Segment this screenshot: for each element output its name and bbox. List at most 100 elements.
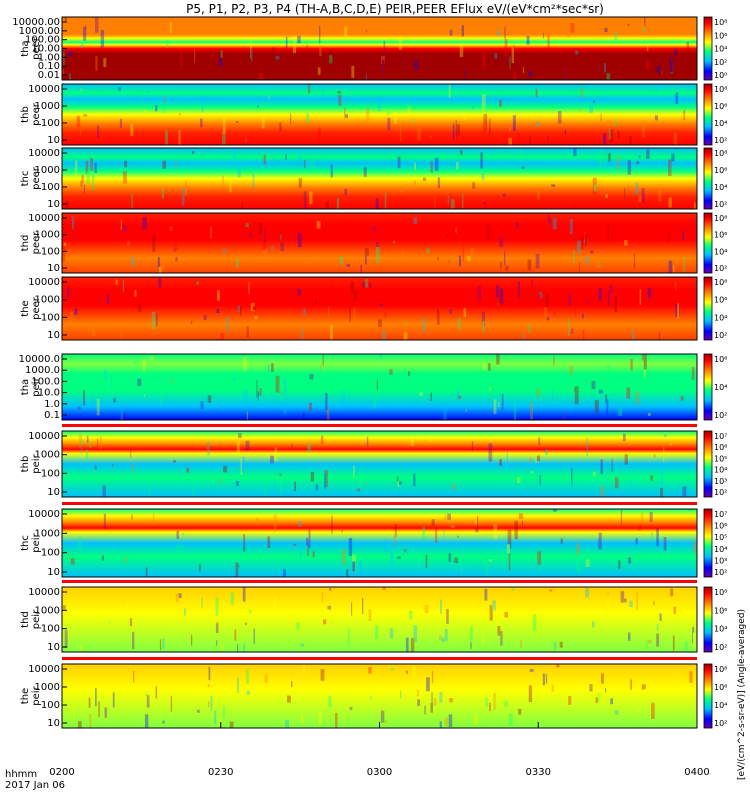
y-label-probe: thc [20,171,31,187]
colorbar-tick-label: 10⁵ [714,533,727,542]
colorbar-tick-label: 10⁴ [714,701,727,710]
panel-frame [61,147,698,210]
colorbar [703,147,713,210]
x-tick-label: 0200 [49,767,74,778]
colorbar-tick-label: 10⁶ [714,443,727,452]
y-tick-label: 100 [41,700,60,711]
colorbar-tick-label: 10⁶ [714,31,727,40]
colorbar-tick-label: 10² [714,643,727,652]
colorbar-tick-label: 10² [714,200,727,209]
date-label: 2017 Jan 06 [5,780,65,791]
panel-the-peir: 10000 1000 100 10 the peir 10⁸ 10⁶ 10⁴ 10² [20,657,727,729]
y-tick-label: 10 [47,135,60,146]
spectrogram-texture [79,433,687,497]
colorbar-units-label: [eV/(cm^2-s-sr-eV)] (Angle-averaged) [737,609,747,780]
spectrogram-image [62,148,697,209]
y-tick-label: 1000 [35,528,60,539]
fill-stripe [62,424,697,427]
y-tick-label: 10 [47,263,60,274]
y-tick-label: 1.00 [38,52,60,63]
spectrogram-texture [73,664,693,728]
x-axis: 0200 0230 0300 0330 0400 [49,722,710,778]
y-label-probe: thb [20,106,31,123]
colorbar-tick-label: 10⁶ [714,231,727,240]
panel-frame [61,212,698,274]
spectrogram-texture [65,148,696,209]
y-tick-label: 10 [47,487,60,498]
spectrogram-texture [62,214,686,273]
colorbar-tick-label: 10⁴ [714,45,727,54]
y-tick-label: 100 [41,182,60,193]
colorbar [703,212,713,274]
y-tick-label: 1000 [35,101,60,112]
y-tick-label: 10.00 [31,44,60,55]
colorbar [703,16,713,81]
panel-frame [61,430,698,498]
y-tick-label: 100.0 [31,376,60,387]
colorbar-tick-label: 10³ [714,477,727,486]
y-label-species: peir [31,453,42,473]
panel-thc-peir: 10000 1000 100 10 thc peir 10⁷ 10⁶ 10⁵ 10⁴ 10³ 10² [20,502,727,578]
y-tick-label: 0.1 [44,410,60,421]
y-label-species: peir [31,532,42,552]
panel-frame [61,353,698,421]
spectrogram-texture [62,17,690,80]
y-tick-label: 0.10 [38,61,60,72]
colorbar-tick-label: 10² [714,411,727,420]
y-tick-label: 100 [41,548,60,559]
colorbar-tick-label: 10⁶ [714,355,727,364]
y-label-probe: the [20,300,31,316]
colorbar-tick-label: 10⁸ [714,18,727,27]
colorbar-tick-label: 10⁴ [714,466,727,475]
y-tick-label: 10 [47,642,60,653]
colorbar-tick-label: 10⁵ [714,454,727,463]
colorbar-tick-label: 10⁴ [714,119,727,128]
y-tick-label: 100 [41,312,60,323]
x-tick-label: 0300 [367,767,392,778]
y-label-probe: the [20,688,31,704]
y-tick-label: 1000.00 [19,26,60,37]
y-tick-label: 10000 [28,664,60,675]
colorbar [703,83,713,146]
colorbar-tick-label: 10⁴ [714,545,727,554]
panel-thb-peer: 10000 1000 100 10 thb peer 10⁸ 10⁶ 10⁴ 10² [20,83,727,146]
colorbar-tick-label: 10² [714,719,727,728]
y-tick-label: 10000 [28,587,60,598]
colorbar-tick-label: 10² [714,264,727,273]
colorbar-tick-label: 10⁸ [714,588,727,597]
colorbar-tick-label: 10⁸ [714,85,727,94]
spectrogram-texture [62,587,696,652]
y-label-species: peer [31,166,42,190]
spectrogram-image [62,277,697,340]
colorbar-tick-label: 10² [714,488,727,497]
y-tick-label: 10000 [28,148,60,159]
y-label-probe: thc [20,535,31,551]
colorbar-tick-label: 10⁷ [714,510,727,519]
y-tick-label: 100 [41,118,60,129]
y-tick-label: 1000 [35,682,60,693]
colorbar-tick-label: 10⁸ [714,278,727,287]
spectrogram-image [62,84,697,145]
spectrogram-image [62,587,697,652]
y-tick-label: 1.0 [44,399,60,410]
colorbar-tick-label: 10² [714,568,727,577]
panel-thc-peer: 10000 1000 100 10 thc peer 10⁸ 10⁶ 10⁴ 10² [20,147,727,210]
colorbar [703,353,713,421]
y-tick-label: 1000 [35,230,60,241]
panel-thd-peer: 10000 1000 100 10 thd peer 10⁸ 10⁶ 10⁴ 10² [20,212,727,274]
y-tick-label: 10000.0 [19,354,60,365]
colorbar-tick-label: 10⁴ [714,383,727,392]
colorbar-tick-label: 10⁶ [714,166,727,175]
x-tick-label: 0400 [684,767,709,778]
y-label-species: peer [31,231,42,255]
spectrogram-image [62,664,697,728]
spectrogram-image [62,213,697,273]
y-label-probe: tha [20,379,31,395]
colorbar [703,276,713,341]
y-tick-label: 10000 [28,213,60,224]
x-axis-label: hhmm [5,769,37,780]
y-tick-label: 0.01 [38,70,60,81]
